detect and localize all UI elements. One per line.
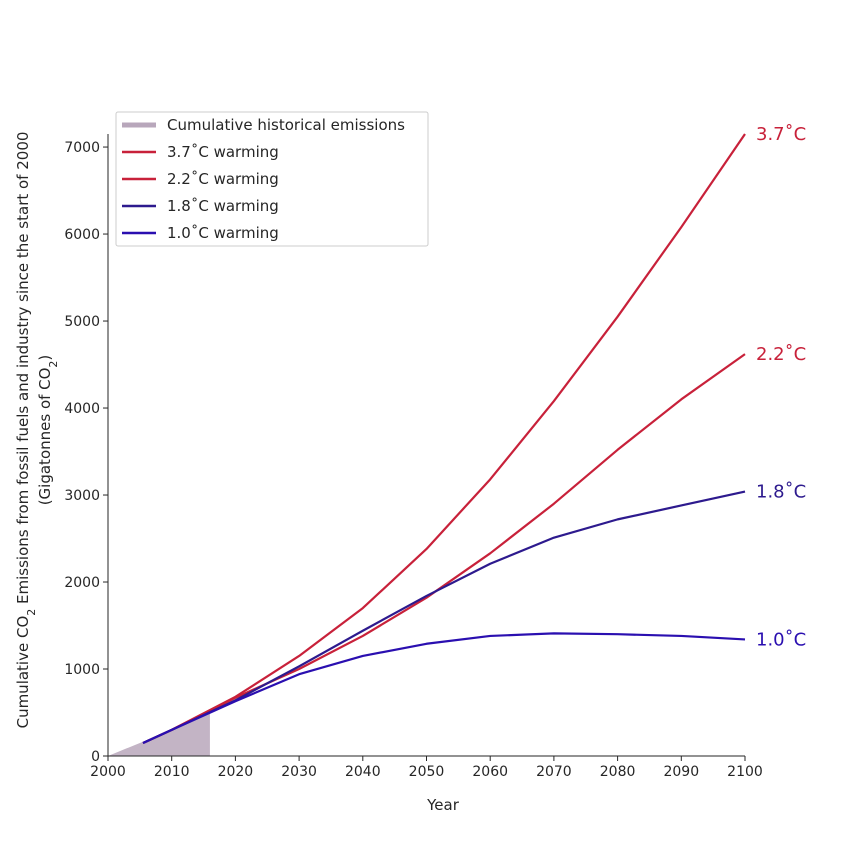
y-axis-title-line-2: (Gigatonnes of CO2) <box>36 355 60 506</box>
x-tick-label: 2000 <box>90 764 126 780</box>
legend-label-3: 1.8˚C warming <box>167 197 279 215</box>
y-axis-title: Cumulative CO2 Emissions from fossil fue… <box>14 132 60 729</box>
x-tick-label: 2060 <box>472 764 508 780</box>
y-tick-label: 5000 <box>64 314 100 330</box>
y-tick-label: 6000 <box>64 227 100 243</box>
series-line-2 <box>142 353 746 744</box>
series-end-label-4: 1.0˚C <box>756 629 806 650</box>
x-tick-label: 2020 <box>218 764 254 780</box>
y-tick-label: 1000 <box>64 662 100 678</box>
series-end-label-2: 2.2˚C <box>756 344 806 365</box>
legend-label-4: 1.0˚C warming <box>167 224 279 242</box>
legend-label-2: 2.2˚C warming <box>167 170 279 188</box>
x-tick-label: 2030 <box>281 764 317 780</box>
y-tick-label: 4000 <box>64 401 100 417</box>
axes: 2000 2010 2020 2030 2040 2050 2060 2070 2080 2090… <box>64 134 763 780</box>
x-tick-label: 2050 <box>409 764 445 780</box>
y-axis-title-line-1: Cumulative CO2 Emissions from fossil fue… <box>14 132 38 729</box>
y-tick-label: 2000 <box>64 575 100 591</box>
x-tick-label: 2040 <box>345 764 381 780</box>
x-tick-label: 2090 <box>663 764 699 780</box>
y-tick-label: 0 <box>91 749 100 765</box>
series-end-label-3: 1.8˚C <box>756 482 806 503</box>
legend-label-0: Cumulative historical emissions <box>167 116 405 134</box>
legend: Cumulative historical emissions 3.7˚C war… <box>115 111 429 247</box>
series-line-4 <box>142 632 746 744</box>
end-labels: 3.7˚C 2.2˚C 1.8˚C 1.0˚C <box>756 124 806 650</box>
historical-emissions-area <box>108 712 210 756</box>
x-tick-label: 2010 <box>154 764 190 780</box>
legend-label-1: 3.7˚C warming <box>167 143 279 161</box>
x-tick-label: 2080 <box>600 764 636 780</box>
legend-box <box>115 111 429 247</box>
y-tick-label: 3000 <box>64 488 100 504</box>
y-tick-label: 7000 <box>64 140 100 156</box>
x-tick-label: 2100 <box>727 764 763 780</box>
series-end-label-1: 3.7˚C <box>756 124 806 145</box>
x-axis-title: Year <box>426 796 460 814</box>
plot-area <box>108 133 746 756</box>
x-tick-label: 2070 <box>536 764 572 780</box>
